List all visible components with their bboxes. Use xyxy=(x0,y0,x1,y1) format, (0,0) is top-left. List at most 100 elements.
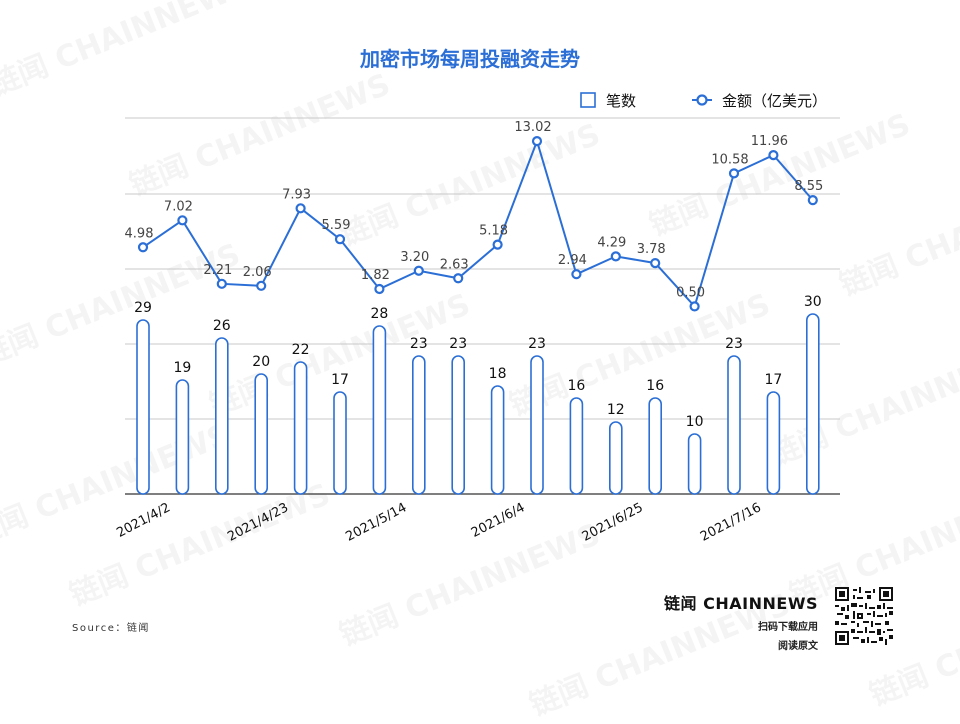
line-label: 3.20 xyxy=(400,250,429,265)
line-point xyxy=(177,215,188,226)
bar-label: 12 xyxy=(607,402,625,418)
line-label: 2.06 xyxy=(243,265,272,280)
line-point xyxy=(374,283,385,295)
bar xyxy=(648,397,663,495)
brand-cn: 链闻 xyxy=(664,594,698,613)
x-axis-ticks: 2021/4/2 2021/4/23 2021/5/14 2021/6/4 2021/6… xyxy=(114,500,764,545)
line-point xyxy=(650,258,661,269)
line-label: 13.02 xyxy=(514,120,551,135)
line-label: 4.29 xyxy=(597,235,626,250)
legend-swatch-bars xyxy=(580,92,596,108)
x-tick-label: 2021/4/23 xyxy=(225,500,291,545)
x-tick-label: 2021/7/16 xyxy=(698,500,764,545)
bar-data-labels: 29 19 26 20 22 17 28 23 23 18 23 16 12 16 10 23 17 30 xyxy=(134,294,822,430)
line-label: 2.63 xyxy=(440,257,469,272)
x-tick-label: 2021/5/14 xyxy=(343,500,409,545)
line-series xyxy=(137,136,818,312)
x-tick-label: 2021/6/4 xyxy=(469,500,528,541)
source-note: Source：链闻 xyxy=(72,623,150,634)
bar-label: 17 xyxy=(764,372,782,388)
amount-line xyxy=(142,138,814,309)
line-point xyxy=(453,273,464,284)
legend: 笔数 金额（亿美元） xyxy=(580,92,827,110)
gridlines xyxy=(125,117,840,495)
line-label: 0.50 xyxy=(676,285,705,300)
bar-label: 16 xyxy=(646,378,664,394)
line-data-labels: 4.98 7.02 2.21 2.06 7.93 5.59 1.82 3.20 2.63 5.18… xyxy=(125,120,824,300)
bar-label: 23 xyxy=(528,336,546,352)
line-label: 2.94 xyxy=(558,253,587,268)
bar xyxy=(687,433,702,495)
brand-name: 链闻 CHAINNEWS xyxy=(664,590,818,614)
legend-label-bars: 笔数 xyxy=(606,92,636,110)
bar xyxy=(411,355,426,495)
bar xyxy=(293,361,308,495)
brand-block: 链闻 CHAINNEWS 扫码下载应用 阅读原文 xyxy=(664,590,818,652)
line-label: 5.59 xyxy=(322,218,351,233)
brand-download-text: 扫码下载应用 xyxy=(758,622,818,633)
line-point xyxy=(256,280,267,291)
bar-label: 26 xyxy=(213,318,231,334)
legend-marker-line xyxy=(696,94,708,106)
bar xyxy=(608,421,623,495)
line-label: 11.96 xyxy=(751,134,788,149)
bar-label: 28 xyxy=(370,306,388,322)
bar-label: 23 xyxy=(410,336,428,352)
bar-label: 10 xyxy=(686,414,704,430)
bar xyxy=(490,385,505,495)
line-point xyxy=(137,242,149,253)
bar xyxy=(451,355,466,495)
bar-label: 16 xyxy=(567,378,585,394)
bar xyxy=(136,319,150,495)
bar xyxy=(215,337,229,495)
bar-label: 18 xyxy=(489,366,507,382)
line-point xyxy=(492,239,503,250)
bar-label: 23 xyxy=(725,336,743,352)
x-tick-label: 2021/6/25 xyxy=(580,500,646,545)
chart-title: 加密市场每周投融资走势 xyxy=(359,47,580,71)
bar xyxy=(569,397,584,495)
bar xyxy=(766,391,781,495)
x-tick-label: 2021/4/2 xyxy=(114,500,173,541)
bar-label: 29 xyxy=(134,300,152,316)
bar-series xyxy=(136,313,820,495)
line-point xyxy=(610,251,621,262)
line-label: 7.93 xyxy=(282,187,311,202)
line-point xyxy=(334,234,346,245)
bar xyxy=(254,373,268,495)
qr-code-icon[interactable] xyxy=(835,587,893,645)
line-point xyxy=(728,168,740,179)
bar xyxy=(530,355,544,495)
chart: 加密市场每周投融资走势 29 19 26 20 22 17 28 23 23 18 23 16 12 16… xyxy=(114,47,840,545)
line-label: 1.82 xyxy=(361,268,390,283)
line-point xyxy=(295,203,306,214)
line-point xyxy=(216,278,227,289)
line-point xyxy=(689,301,700,312)
bar-label: 19 xyxy=(173,360,191,376)
bar-label: 30 xyxy=(804,294,822,310)
bar-label: 23 xyxy=(449,336,467,352)
line-label: 10.58 xyxy=(711,152,748,167)
line-label: 7.02 xyxy=(164,199,193,214)
bar xyxy=(175,379,190,495)
line-label: 4.98 xyxy=(125,226,154,241)
legend-label-line: 金额（亿美元） xyxy=(722,92,827,110)
line-point xyxy=(807,195,818,206)
line-label: 2.21 xyxy=(203,263,232,278)
brand-en-b: NEWS xyxy=(762,594,818,613)
bar xyxy=(805,313,820,495)
line-point xyxy=(768,150,779,161)
line-label: 8.55 xyxy=(794,179,823,194)
bar xyxy=(372,325,387,495)
brand-en-a: CHAIN xyxy=(703,594,763,613)
line-point xyxy=(571,269,582,280)
line-point xyxy=(531,136,543,147)
bar xyxy=(333,391,347,495)
bar xyxy=(727,355,741,495)
bar-label: 20 xyxy=(252,354,270,370)
line-label: 3.78 xyxy=(637,242,666,257)
line-point xyxy=(413,265,424,276)
brand-read-text: 阅读原文 xyxy=(778,641,818,652)
line-label: 5.18 xyxy=(479,224,508,239)
bar-label: 17 xyxy=(331,372,349,388)
